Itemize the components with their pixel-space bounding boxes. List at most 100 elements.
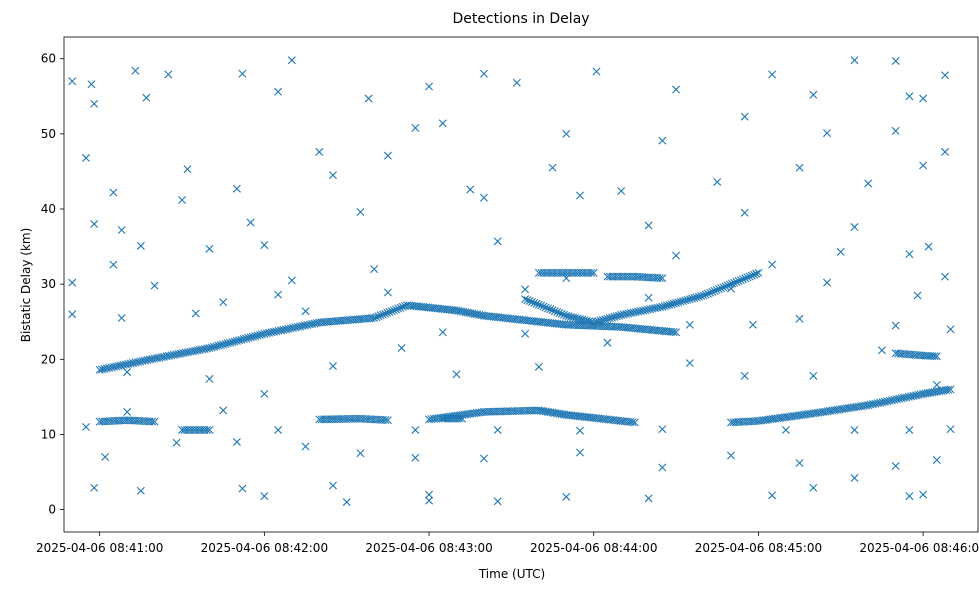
clutter-point xyxy=(548,163,557,172)
clutter-point xyxy=(726,451,735,460)
track-point xyxy=(129,358,138,367)
clutter-point xyxy=(576,191,585,200)
x-tick-label: 2025-04-06 08:45:00 xyxy=(695,541,822,555)
track-point xyxy=(876,398,885,407)
clutter-point xyxy=(260,492,269,501)
track-point xyxy=(186,347,195,356)
y-tick-label: 50 xyxy=(41,127,56,141)
track-point xyxy=(610,312,619,321)
track-point xyxy=(181,348,190,357)
track-point xyxy=(138,357,147,365)
clutter-point xyxy=(123,368,132,377)
track-point xyxy=(697,292,706,301)
track-point xyxy=(864,401,873,410)
track-point xyxy=(550,307,559,316)
clutter-point xyxy=(932,380,941,389)
track-point xyxy=(291,323,300,332)
track-point xyxy=(730,278,739,287)
track-point xyxy=(592,317,601,326)
track-point xyxy=(374,312,383,321)
clutter-point xyxy=(941,147,950,156)
clutter-point xyxy=(493,497,502,506)
clutter-point xyxy=(924,242,933,251)
clutter-point xyxy=(142,93,151,102)
clutter-point xyxy=(364,94,373,103)
track-point xyxy=(389,306,398,315)
track-point xyxy=(571,313,580,322)
track-point xyxy=(911,391,920,400)
clutter-point xyxy=(131,66,140,75)
clutter-point xyxy=(512,78,521,87)
track-point xyxy=(676,297,685,306)
track-point xyxy=(643,305,652,314)
track-point xyxy=(169,350,178,359)
track-point xyxy=(253,331,262,340)
clutter-point xyxy=(219,406,228,415)
clutter-point xyxy=(260,389,269,398)
track-point xyxy=(530,298,539,307)
track-point xyxy=(653,303,662,312)
track-point xyxy=(741,274,750,283)
track-point xyxy=(235,336,244,345)
track-point xyxy=(672,298,681,307)
track-point xyxy=(210,342,219,351)
y-axis-ticks: 0 10 20 30 40 50 60 xyxy=(41,52,64,517)
track-point xyxy=(914,390,923,399)
clutter-point xyxy=(748,320,757,329)
clutter-point xyxy=(658,425,667,434)
track-point xyxy=(608,313,617,322)
clutter-point xyxy=(576,426,585,435)
track-point xyxy=(303,320,312,329)
track-point xyxy=(861,401,870,410)
track-point xyxy=(95,365,104,374)
track-point xyxy=(260,329,269,338)
clutter-point xyxy=(932,456,941,464)
track-point xyxy=(888,396,897,405)
track-point xyxy=(555,308,564,317)
track-point xyxy=(164,351,173,360)
clutter-point xyxy=(562,129,571,138)
track-point xyxy=(560,310,568,319)
track-point xyxy=(601,315,610,324)
clutter-point xyxy=(781,425,790,434)
track-point xyxy=(381,416,390,425)
clutter-point xyxy=(109,188,118,197)
track-point xyxy=(119,360,128,369)
clutter-point xyxy=(905,492,914,501)
clutter-point xyxy=(246,218,255,227)
clutter-point xyxy=(768,70,777,79)
track-point xyxy=(589,268,598,277)
clutter-point xyxy=(425,490,434,499)
track-point xyxy=(172,350,181,359)
clutter-point xyxy=(274,425,283,434)
clutter-point xyxy=(136,241,145,250)
clutter-point xyxy=(795,459,804,468)
clutter-point xyxy=(411,425,420,434)
track-point xyxy=(752,269,761,278)
clutter-point xyxy=(823,129,832,138)
track-point xyxy=(566,312,575,321)
clutter-point xyxy=(287,276,296,285)
clutter-point xyxy=(425,496,434,505)
track-point xyxy=(246,333,255,342)
clutter-point xyxy=(562,274,571,283)
track-point xyxy=(667,300,676,309)
track-point xyxy=(212,342,221,351)
clutter-point xyxy=(576,448,585,457)
track-point xyxy=(195,345,204,354)
track-point xyxy=(868,400,877,409)
track-point xyxy=(638,306,647,315)
track-point xyxy=(576,315,585,324)
track-point xyxy=(871,399,880,408)
plot-area xyxy=(63,36,979,533)
x-tick-label: 2025-04-06 08:46:00 xyxy=(859,541,979,555)
track-point xyxy=(596,316,605,325)
clutter-point xyxy=(521,285,530,294)
clutter-point xyxy=(905,425,914,434)
track-point xyxy=(878,398,887,407)
clutter-point xyxy=(68,278,77,287)
track-point xyxy=(267,328,276,337)
track-point xyxy=(296,322,305,331)
clutter-point xyxy=(68,310,77,319)
